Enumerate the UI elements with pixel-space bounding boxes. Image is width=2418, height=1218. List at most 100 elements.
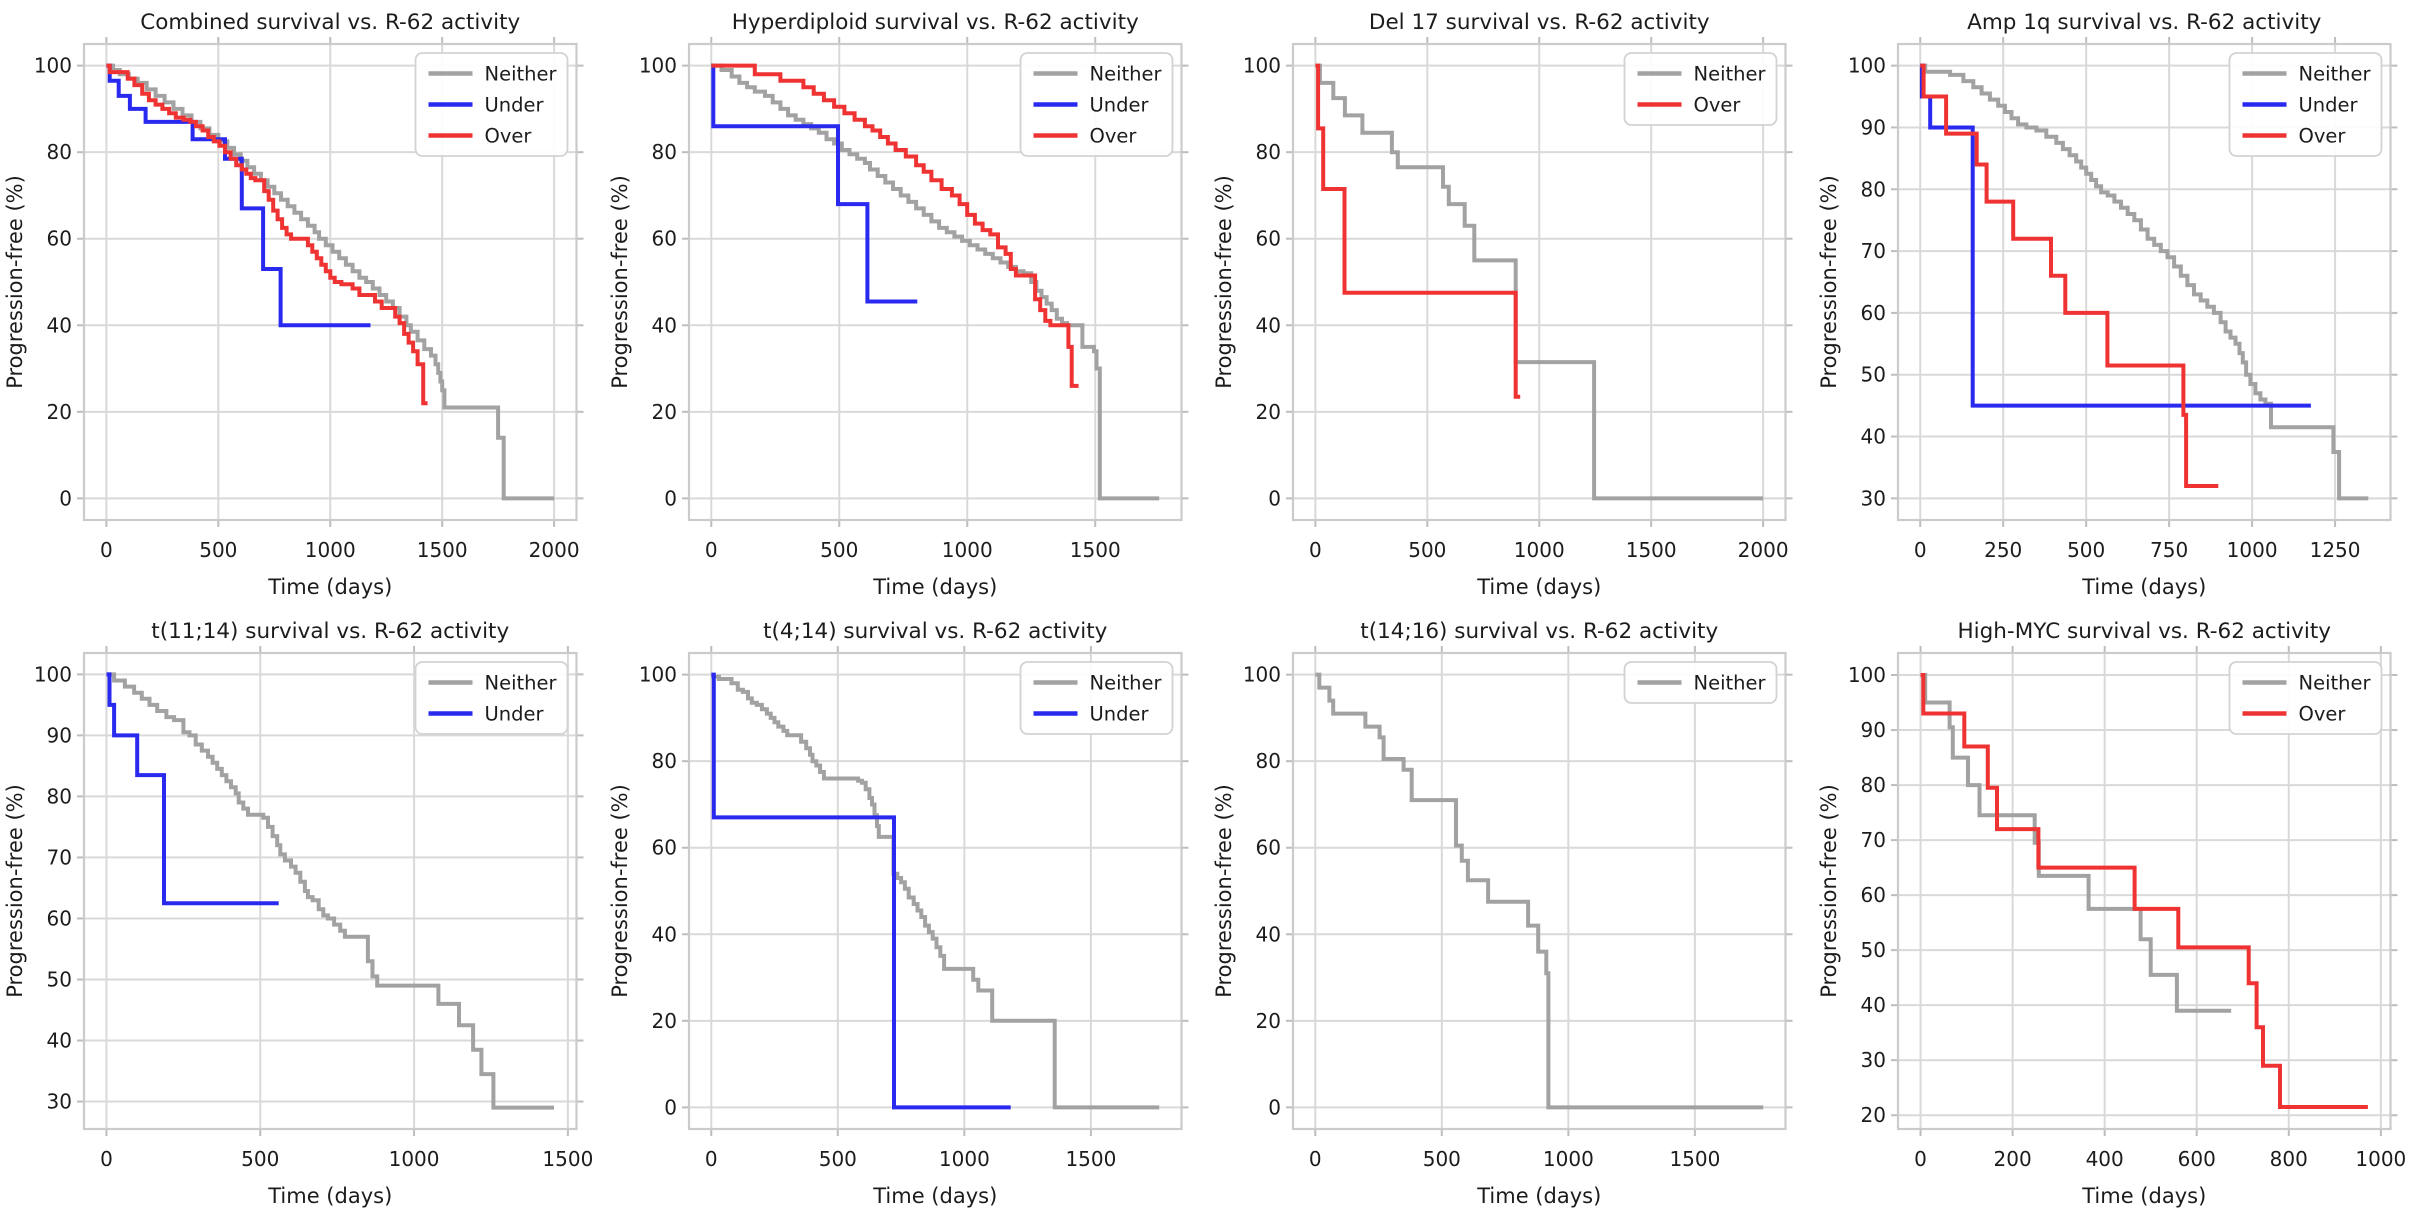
series-over: [710, 63, 1079, 388]
legend-label-over: Over: [1089, 125, 1137, 148]
chart-high-myc: 0 200 400 600 800 1000 20 30 40 50 60 70 80 90 100 Neit…: [1814, 609, 2418, 1218]
x-tick-label: 1500: [1626, 538, 1677, 562]
series-under: [106, 63, 371, 328]
y-tick-label: 30: [1860, 486, 1885, 510]
y-tick-label: 20: [651, 1009, 676, 1033]
x-tick-label: 1000: [305, 538, 356, 562]
chart-del17: 0 500 1000 1500 2000 0 20 40 60 80 100 Neither Over D…: [1209, 0, 1814, 609]
y-axis-label: Progression-free (%): [3, 784, 27, 998]
chart-title: High-MYC survival vs. R-62 activity: [1957, 619, 2331, 644]
chart-combined: 0 500 1000 1500 2000 0 20 40 60 80 100 Neither Under…: [0, 0, 605, 609]
legend-label-neither: Neither: [485, 672, 558, 695]
chart-title: Hyperdiploid survival vs. R-62 activity: [731, 10, 1138, 35]
x-tick-label: 500: [2067, 538, 2105, 562]
y-tick-label: 40: [651, 922, 676, 946]
legend-label-under: Under: [485, 94, 545, 117]
y-tick-label: 40: [47, 1029, 72, 1053]
axes-spines: [1896, 651, 2392, 1131]
chart-svg-high-myc: 0 200 400 600 800 1000 20 30 40 50 60 70 80 90 100 Neit…: [1817, 619, 2406, 1208]
axes-spines: [1896, 42, 2392, 522]
y-tick-label: 60: [1860, 883, 1885, 907]
legend-label-under: Under: [485, 703, 545, 726]
y-tick-label: 40: [1256, 922, 1281, 946]
x-axis-label: Time (days): [872, 575, 997, 599]
legend-label-over: Over: [2298, 125, 2346, 148]
legend-label-neither: Neither: [2298, 63, 2371, 86]
y-tick-label: 70: [47, 845, 72, 869]
chart-t4-14: 0 500 1000 1500 0 20 40 60 80 100 Neither Under t(4;…: [605, 609, 1210, 1218]
y-tick-label: 80: [1256, 140, 1281, 164]
x-axis-label: Time (days): [872, 1184, 997, 1208]
x-tick-label: 1500: [1669, 1147, 1720, 1171]
chart-svg-combined: 0 500 1000 1500 2000 0 20 40 60 80 100 Neither Under…: [3, 10, 584, 599]
y-tick-label: 60: [1860, 301, 1885, 325]
y-tick-label: 80: [651, 140, 676, 164]
x-tick-label: 1500: [542, 1147, 593, 1171]
series-neither: [1919, 63, 2368, 501]
y-tick-label: 40: [1256, 313, 1281, 337]
axes-spines: [82, 651, 578, 1131]
y-axis-label: Progression-free (%): [1212, 784, 1236, 998]
x-tick-label: 1000: [2355, 1147, 2406, 1171]
y-tick-label: 20: [1860, 1103, 1885, 1127]
chart-svg-hyperdiploid: 0 500 1000 1500 0 20 40 60 80 100 Neither Under Over…: [608, 10, 1188, 599]
x-tick-label: 0: [704, 538, 717, 562]
y-tick-label: 0: [1268, 1095, 1281, 1119]
chart-hyperdiploid: 0 500 1000 1500 0 20 40 60 80 100 Neither Under Over…: [605, 0, 1210, 609]
y-tick-label: 30: [47, 1090, 72, 1114]
legend-label-under: Under: [2298, 94, 2358, 117]
chart-svg-t14-16: 0 500 1000 1500 0 20 40 60 80 100 Neither t(14;16) …: [1212, 619, 1793, 1208]
series-neither: [1315, 63, 1764, 501]
legend-label-over: Over: [1694, 94, 1742, 117]
y-tick-label: 40: [47, 313, 72, 337]
legend-label-neither: Neither: [1694, 672, 1767, 695]
y-tick-label: 70: [1860, 828, 1885, 852]
series-neither: [1315, 672, 1764, 1110]
x-tick-label: 1000: [938, 1147, 989, 1171]
series-over: [1315, 63, 1521, 399]
chart-title: t(14;16) survival vs. R-62 activity: [1360, 619, 1718, 644]
legend-box: [1623, 52, 1778, 126]
y-tick-label: 40: [1860, 993, 1885, 1017]
chart-title: t(4;14) survival vs. R-62 activity: [763, 619, 1108, 644]
y-tick-label: 100: [638, 54, 676, 78]
x-tick-label: 1500: [1069, 538, 1120, 562]
y-tick-label: 90: [1860, 718, 1885, 742]
x-tick-label: 1000: [1543, 1147, 1594, 1171]
legend-label-over: Over: [485, 125, 533, 148]
legend-label-under: Under: [1089, 703, 1149, 726]
y-tick-label: 60: [47, 227, 72, 251]
y-tick-label: 60: [651, 227, 676, 251]
y-tick-label: 80: [1860, 773, 1885, 797]
x-tick-label: 1000: [1514, 538, 1565, 562]
chart-t14-16: 0 500 1000 1500 0 20 40 60 80 100 Neither t(14;16) …: [1209, 609, 1814, 1218]
x-tick-label: 0: [704, 1147, 717, 1171]
y-tick-label: 0: [59, 486, 72, 510]
series-under: [710, 672, 1011, 1110]
legend-label-neither: Neither: [2298, 672, 2371, 695]
series-neither: [710, 674, 1159, 1110]
chart-svg-t4-14: 0 500 1000 1500 0 20 40 60 80 100 Neither Under t(4;…: [608, 619, 1188, 1208]
x-tick-label: 1000: [941, 538, 992, 562]
y-tick-label: 100: [1243, 663, 1281, 687]
legend-box: [1623, 661, 1778, 704]
x-tick-label: 0: [100, 538, 113, 562]
y-tick-label: 100: [1243, 54, 1281, 78]
x-tick-label: 600: [2177, 1147, 2215, 1171]
y-axis-label: Progression-free (%): [1817, 175, 1841, 389]
x-tick-label: 1500: [1065, 1147, 1116, 1171]
series-neither: [106, 63, 555, 501]
x-axis-label: Time (days): [267, 575, 392, 599]
chart-amp1q: 0 250 500 750 1000 1250 30 40 50 60 70 80 90 100 Neith…: [1814, 0, 2418, 609]
y-tick-label: 20: [651, 400, 676, 424]
x-tick-label: 0: [100, 1147, 113, 1171]
x-tick-label: 1000: [389, 1147, 440, 1171]
y-axis-label: Progression-free (%): [608, 175, 632, 389]
axes-spines: [1291, 42, 1787, 522]
y-tick-label: 0: [664, 486, 677, 510]
y-tick-label: 20: [1256, 1009, 1281, 1033]
y-tick-label: 40: [651, 313, 676, 337]
y-tick-label: 80: [47, 784, 72, 808]
series-over: [1920, 673, 2368, 1109]
